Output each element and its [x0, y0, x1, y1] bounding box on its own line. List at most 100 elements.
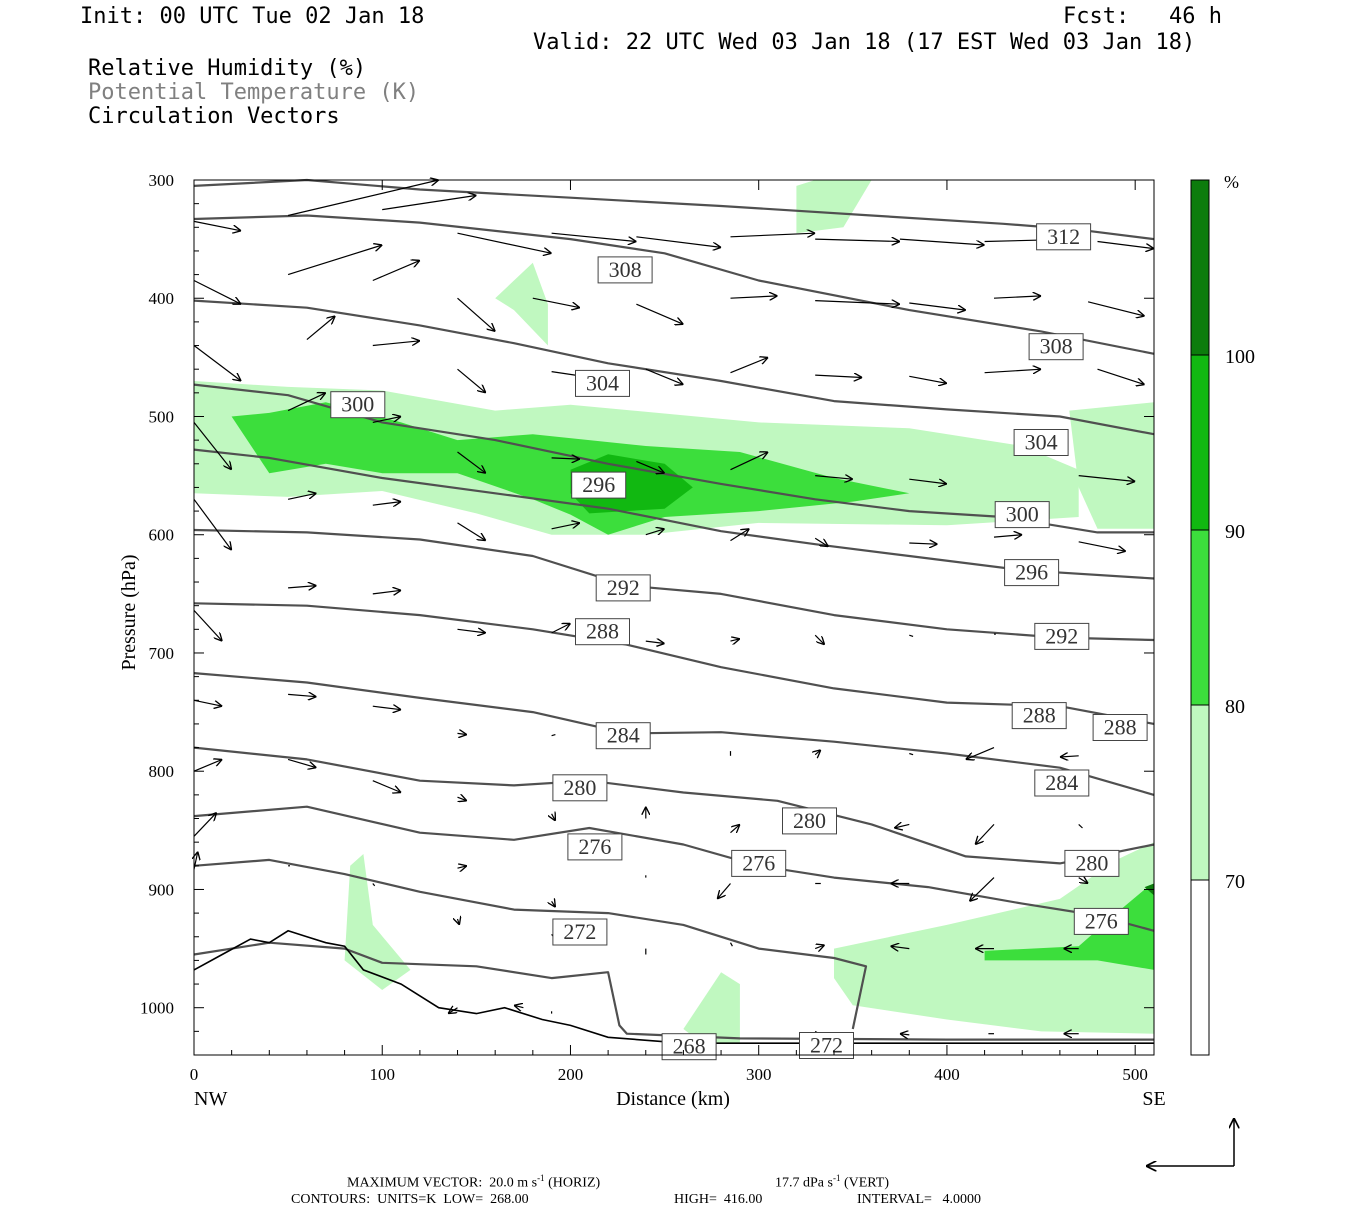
circulation-vector [193, 813, 217, 837]
contour-label-276: 276 [1073, 907, 1129, 935]
svg-text:284: 284 [607, 723, 640, 748]
circulation-vector [899, 238, 985, 245]
footer-contour-high: HIGH= 416.00 [674, 1192, 763, 1207]
circulation-vector [730, 357, 769, 374]
forecast-hour-label: Fcst: 46 h [1063, 4, 1222, 29]
contour-label-300: 300 [330, 391, 386, 419]
circulation-vector [891, 946, 910, 948]
circulation-vector [717, 883, 731, 899]
contour-label-280: 280 [1064, 849, 1120, 877]
rh-region-70-6 [683, 972, 740, 1044]
contour-label-292: 292 [1034, 622, 1090, 650]
circulation-vector [729, 942, 733, 947]
footer-contours: CONTOURS: UNITS=K LOW= 268.00 [284, 1176, 529, 1208]
circulation-vector [457, 232, 552, 253]
circulation-vector [372, 706, 401, 710]
circulation-vector [193, 279, 241, 305]
circulation-vector [909, 543, 937, 544]
circulation-vector [909, 752, 914, 756]
circulation-vector [372, 590, 401, 594]
circulation-vector [532, 297, 580, 308]
field-label-vectors: Circulation Vectors [88, 104, 340, 129]
contour-label-296: 296 [1004, 559, 1060, 587]
rh-region-70-2 [495, 262, 548, 346]
footer-max-vector-vert: 17.7 dPa s-1 (VERT) [775, 1173, 889, 1191]
circulation-vector [551, 523, 580, 530]
svg-text:300: 300 [1006, 502, 1039, 527]
y-tick-label: 600 [149, 526, 175, 545]
contour-label-308: 308 [1028, 333, 1084, 361]
circulation-vector [457, 733, 467, 734]
svg-text:304: 304 [1025, 430, 1058, 455]
circulation-vector [730, 824, 740, 834]
contour-label-300: 300 [994, 501, 1050, 529]
theta-contour-308 [193, 214, 1155, 355]
circulation-vector [382, 195, 476, 211]
circulation-vector [457, 451, 486, 473]
plot-frame [193, 179, 1155, 1056]
theta-contour-276 [193, 805, 1155, 932]
circulation-vector [909, 375, 947, 383]
circulation-vector [900, 1034, 910, 1035]
contour-label-304: 304 [575, 369, 630, 397]
circulation-vector [457, 368, 486, 393]
svg-text:280: 280 [793, 808, 826, 833]
circulation-vector [815, 239, 900, 241]
circulation-vector [287, 758, 316, 767]
svg-text:280: 280 [1075, 850, 1108, 875]
colorbar-label: 70 [1225, 871, 1245, 893]
circulation-vector [814, 945, 824, 949]
x-tick-label: 500 [1122, 1065, 1148, 1084]
circulation-vector [1078, 475, 1136, 482]
circulation-vector [1078, 823, 1083, 829]
circulation-vector [372, 780, 401, 793]
svg-text:276: 276 [742, 850, 775, 875]
y-axis-title: Pressure (hPa) [118, 554, 140, 670]
circulation-vector [448, 1008, 458, 1014]
circulation-vector [552, 901, 556, 907]
colorbar-segment [1190, 879, 1210, 1056]
theta-contour-304 [193, 299, 1155, 436]
circulation-vector [287, 493, 316, 500]
circulation-vector [193, 498, 232, 550]
x-tick-label: 200 [558, 1065, 584, 1084]
circulation-vector [457, 866, 467, 868]
svg-text:300: 300 [341, 392, 374, 417]
circulation-vector [372, 341, 420, 347]
circulation-vector [372, 260, 420, 282]
circulation-vector [372, 502, 401, 506]
circulation-vector [814, 634, 824, 645]
theta-contour-280 [193, 746, 1155, 865]
circulation-vector [730, 639, 740, 641]
circulation-vector [730, 452, 769, 471]
colorbar-segment [1190, 529, 1210, 706]
svg-text:272: 272 [810, 1033, 843, 1058]
circulation-vector [1078, 541, 1126, 552]
theta-contour-272 [193, 858, 868, 1030]
x-tick-label: 100 [369, 1065, 395, 1084]
circulation-vector [909, 302, 966, 310]
svg-text:308: 308 [609, 257, 642, 282]
y-tick-label: 500 [149, 407, 175, 426]
rh-region-70-1 [796, 180, 872, 234]
rh-region-80-7 [231, 402, 910, 535]
theta-contour-284 [193, 672, 1155, 796]
contour-label-276: 276 [731, 849, 787, 877]
svg-text:288: 288 [1023, 703, 1056, 728]
circulation-vector [730, 233, 816, 237]
colorbar-segment [1190, 704, 1210, 881]
valid-time-label: Valid: 22 UTC Wed 03 Jan 18 (17 EST Wed … [533, 30, 1196, 55]
contour-label-280: 280 [782, 807, 837, 835]
circulation-vector [970, 877, 995, 902]
init-time-label: Init: 00 UTC Tue 02 Jan 18 [80, 4, 425, 29]
contour-label-268: 268 [661, 1033, 717, 1061]
svg-text:296: 296 [582, 472, 615, 497]
surface-line [193, 929, 1154, 1044]
svg-text:272: 272 [563, 919, 596, 944]
circulation-vector [894, 824, 910, 828]
svg-text:304: 304 [586, 370, 619, 395]
circulation-vector [193, 759, 222, 772]
circulation-vector [1078, 878, 1088, 884]
circulation-vector [815, 476, 853, 480]
